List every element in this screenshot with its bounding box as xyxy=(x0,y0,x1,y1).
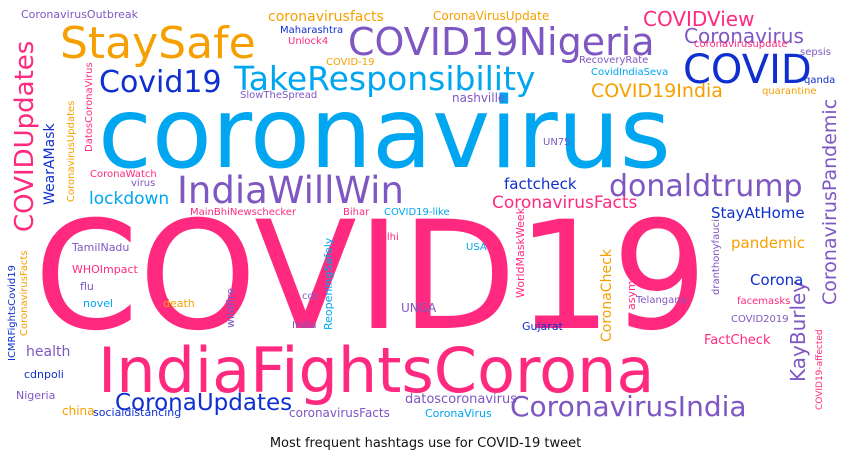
word-india: India xyxy=(292,320,317,331)
word-reopeningsafely: ReopeningSafely xyxy=(322,237,335,330)
word-recoveryrate: RecoveryRate xyxy=(579,55,649,66)
word-kayburley: KayBurley xyxy=(786,280,810,382)
word-quarantine: quarantine xyxy=(762,86,817,97)
word-covid-19: COVID-19 xyxy=(326,57,375,68)
word-bihar: Bihar xyxy=(343,207,370,218)
word-gujarat: Gujarat xyxy=(522,320,563,333)
word-death: death xyxy=(163,297,195,310)
word-coronawatch: CoronaWatch xyxy=(90,169,157,180)
word-coronavirus-camel: CoronaVirus xyxy=(425,407,492,420)
word-virus: virus xyxy=(131,178,156,189)
word-coronavirusindia: CoronavirusIndia xyxy=(510,390,747,423)
word-coronaviruspandemic: CoronavirusPandemic xyxy=(819,98,841,305)
word-covid: COVID xyxy=(683,47,812,93)
word-coronavirusfacts-mixed: coronavirusFacts xyxy=(289,406,390,420)
word-datoscoronavirus: datoscoronavirus xyxy=(405,392,518,407)
word-covid19-affected: COVID19-affected xyxy=(815,329,825,410)
word-coronavirus: coronavirus xyxy=(98,77,671,191)
word-icmrfightscovid19: ICMRFightsCovid19 xyxy=(7,265,18,361)
word-coronavirusupdate-lower: coronavirusupdate xyxy=(694,39,788,50)
word-wildfire: wildfire xyxy=(224,287,237,328)
word-usa: USA xyxy=(466,242,487,253)
word-mainbhinewschecker: MainBhiNewschecker xyxy=(190,207,297,218)
word-unga: UNGA xyxy=(401,301,437,315)
word-donaldtrump: donaldtrump xyxy=(609,169,803,204)
word-takeresponsibility: TakeResponsibility xyxy=(234,59,536,98)
word-cloud: COVID19 coronavirus IndiaFightsCorona CO… xyxy=(7,7,841,423)
word-flu: flu xyxy=(80,280,94,293)
word-coronavirusupdate-cap: CoronaVirusUpdate xyxy=(433,9,550,23)
word-corona: Corona xyxy=(750,271,804,289)
word-covidview: COVIDView xyxy=(643,7,755,31)
word-covid19nigeria: COVID19Nigeria xyxy=(348,20,655,64)
word-indiawillwin: IndiaWillWin xyxy=(177,169,404,212)
word-cdc: cdc xyxy=(302,291,320,302)
word-coronacheck: CoronaCheck xyxy=(599,249,615,342)
word-lockdown: lockdown xyxy=(89,189,170,209)
word-pandemic: pandemic xyxy=(731,234,805,252)
word-covid19-mixed: Covid19 xyxy=(99,65,222,100)
word-coronavirusfacts-vertical: CoronavirusFacts xyxy=(19,250,30,336)
word-tamilnadu: TamilNadu xyxy=(72,241,130,254)
word-facemasks: facemasks xyxy=(737,296,791,307)
word-health: health xyxy=(26,344,71,360)
word-unlock4: Unlock4 xyxy=(288,36,329,47)
word-coronavirusfacts-orange: coronavirusfacts xyxy=(268,9,384,25)
word-novel: novel xyxy=(83,297,114,310)
word-dranthonyfauci: dranthonyfauci xyxy=(711,219,722,295)
word-staysafe: StaySafe xyxy=(60,18,256,69)
word-coronavirusoutbreak: CoronavirusOutbreak xyxy=(21,8,139,21)
word-covid2019: COVID2019 xyxy=(731,314,789,325)
word-factcheck-lower: factcheck xyxy=(504,175,577,193)
word-stayathome: StayAtHome xyxy=(711,204,805,222)
figure-caption: Most frequent hashtags use for COVID-19 … xyxy=(269,436,582,451)
word-telangana: Telangana xyxy=(636,295,687,306)
word-coronavirusfacts-pink: CoronavirusFacts xyxy=(492,193,638,213)
word-factcheck-cap: FactCheck xyxy=(704,333,771,348)
word-whoimpact: WHOImpact xyxy=(72,263,138,276)
word-covid19-like: COVID19-like xyxy=(384,207,450,218)
word-un75: UN75 xyxy=(543,137,571,148)
word-coronavirusupdates-vertical: CoronavirusUpdates xyxy=(66,100,77,202)
word-covid19: COVID19 xyxy=(34,190,708,364)
word-slowthespread: SlowTheSpread xyxy=(240,90,318,101)
word-nigeria: Nigeria xyxy=(16,389,56,402)
word-coronavirus-cap: Coronavirus xyxy=(684,24,804,48)
word-cdnpoli: cdnpoli xyxy=(24,368,64,381)
word-socialdistancing: socialdistancing xyxy=(93,406,182,419)
word-worldmaskweek: WorldMaskWeek xyxy=(514,208,527,298)
word-datoscoronavirus-vertical: DatosCoronaVirus xyxy=(84,62,95,152)
word-china: china xyxy=(62,404,95,418)
word-nashville: nashville xyxy=(452,91,506,105)
word-indiafightscorona: IndiaFightsCorona xyxy=(98,334,655,407)
word-covidindiaseva: CovidIndiaSeva xyxy=(591,67,669,78)
word-covid19india: COVID19India xyxy=(591,80,723,102)
word-coronaupdates: CoronaUpdates xyxy=(115,390,293,416)
word-sepsis: sepsis xyxy=(800,47,831,58)
word-qanda: qanda xyxy=(804,75,836,86)
word-covidupdates: COVIDUpdates xyxy=(10,40,40,232)
word-wearamask: WearAMask xyxy=(42,123,58,205)
word-delhi: Delhi xyxy=(373,232,399,243)
word-maharashtra: Maharashtra xyxy=(280,25,344,36)
